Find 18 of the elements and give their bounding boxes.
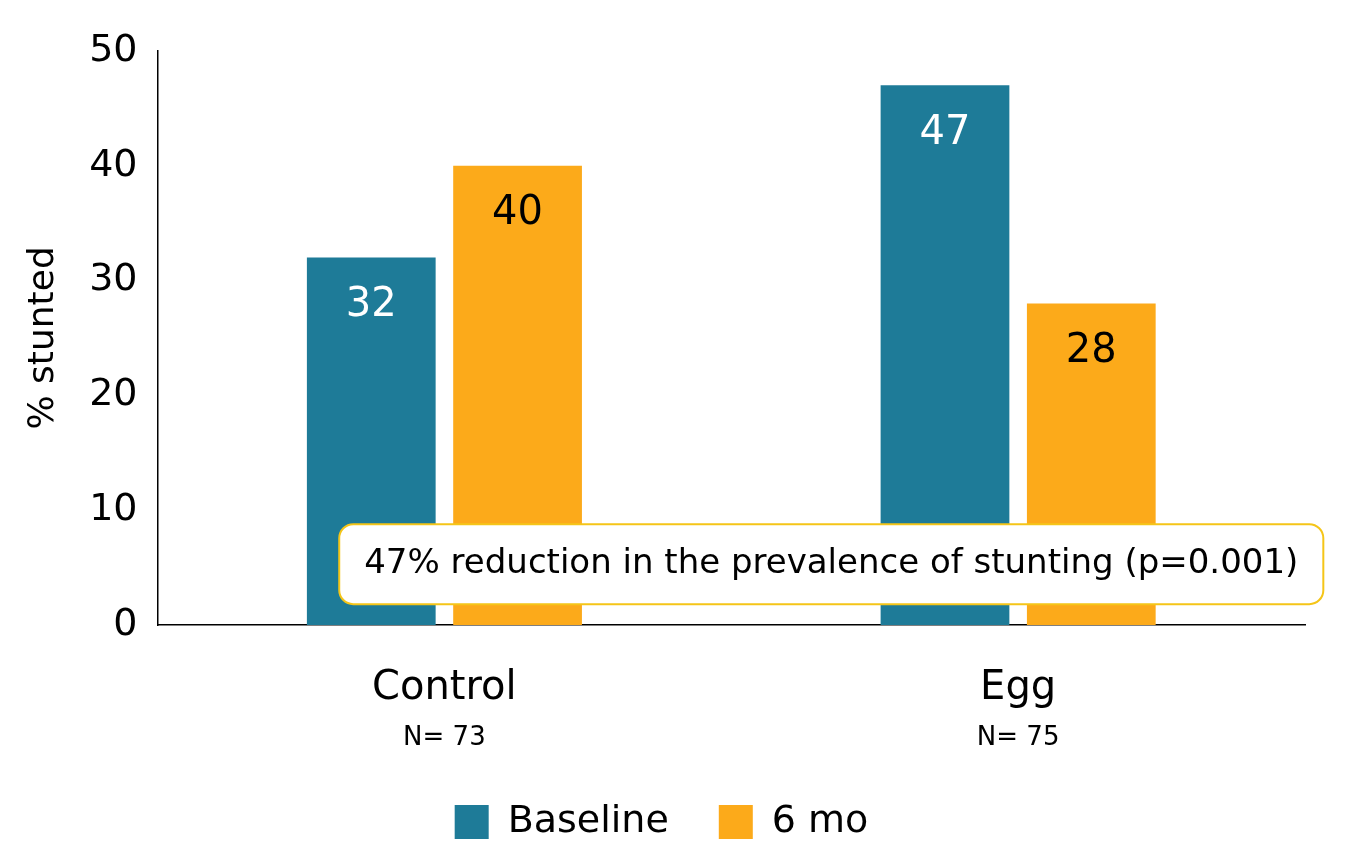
y-tick-label: 40	[89, 140, 138, 185]
y-tick-label: 0	[113, 599, 138, 644]
data-label: 28	[1065, 324, 1117, 371]
y-tick-label: 50	[89, 25, 138, 70]
legend-label: Baseline	[507, 796, 669, 841]
y-tick-label: 30	[89, 255, 138, 300]
text: N= 75	[976, 720, 1060, 751]
legend-label: 6 mo	[771, 796, 869, 841]
x-tick-label: Egg	[980, 662, 1057, 709]
y-tick-label: 10	[89, 485, 138, 530]
x-tick-label: Control	[372, 662, 517, 709]
text: N= 73	[403, 720, 486, 751]
data-label: 47	[919, 106, 971, 153]
data-label: 32	[345, 278, 397, 325]
data-label: 40	[492, 187, 544, 234]
annotation: 47% reduction in the prevalence of stunting (p=0.001)	[364, 540, 1299, 581]
y-tick-label: 20	[89, 370, 138, 415]
y-axis-title: % stunted	[19, 246, 61, 430]
